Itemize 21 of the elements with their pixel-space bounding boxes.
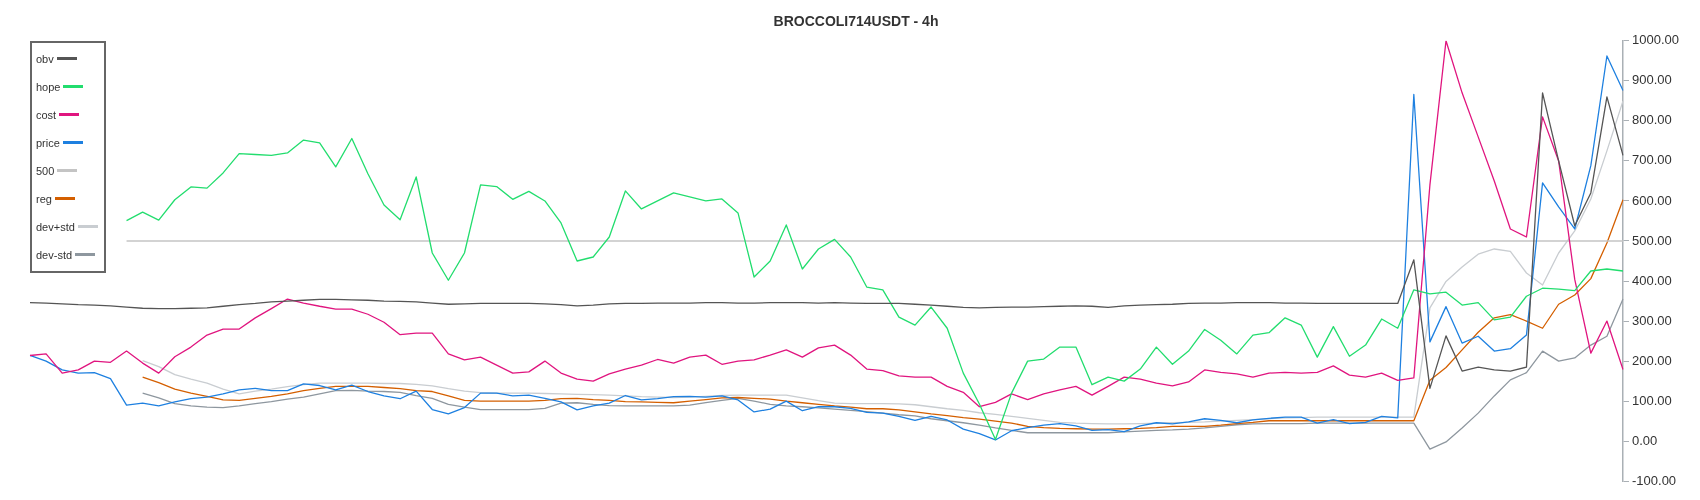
- legend-label: dev-std: [36, 248, 73, 261]
- y-tick-label: 800.00: [1632, 112, 1672, 128]
- y-tick-label: 200.00: [1632, 352, 1672, 368]
- y-tick-label: 100.00: [1632, 392, 1672, 408]
- legend-label: obv: [36, 52, 54, 65]
- legend-label: cost: [36, 108, 57, 121]
- legend-label: reg: [36, 192, 52, 205]
- y-tick-label: 0.00: [1632, 432, 1658, 448]
- y-tick-label: 500.00: [1632, 232, 1672, 248]
- y-tick-label: 1000.00: [1632, 32, 1680, 48]
- chart-title: BROCCOLI714USDT - 4h: [773, 13, 939, 30]
- legend-label: 500: [36, 164, 55, 177]
- y-tick-label: 400.00: [1632, 272, 1672, 288]
- legend-label: price: [36, 136, 60, 149]
- y-tick-label: 700.00: [1632, 152, 1672, 168]
- y-tick-label: 600.00: [1632, 192, 1672, 208]
- legend-label: hope: [36, 80, 61, 93]
- y-tick-label: 900.00: [1632, 72, 1672, 88]
- y-tick-label: -100.00: [1632, 472, 1677, 488]
- legend-label: dev+std: [36, 220, 75, 233]
- y-tick-label: 300.00: [1632, 312, 1672, 328]
